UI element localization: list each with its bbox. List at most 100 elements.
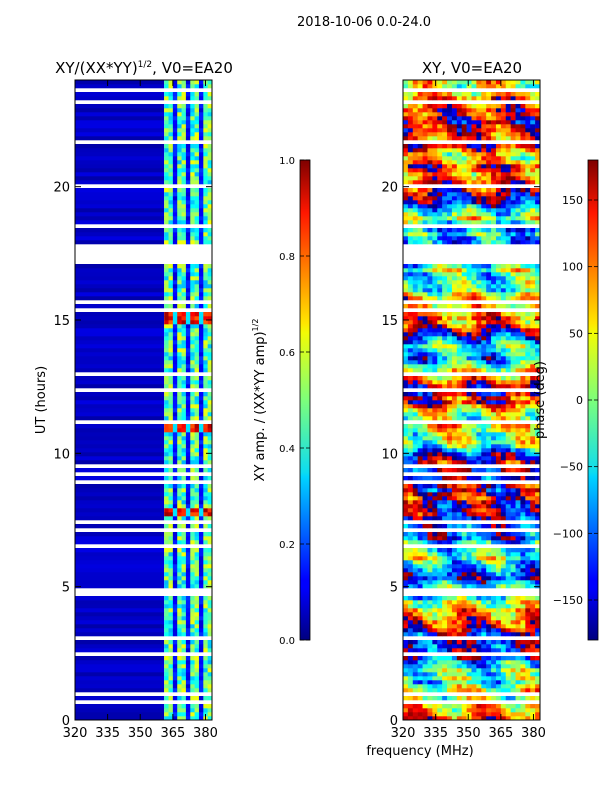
phase-cell <box>466 180 472 185</box>
phase-cell <box>476 608 482 613</box>
phase-cell <box>447 644 453 649</box>
phase-cell <box>422 356 428 361</box>
phase-cell <box>422 268 428 273</box>
amp-cell <box>203 400 208 405</box>
phase-cell <box>417 672 423 677</box>
phase-cell <box>437 552 443 557</box>
phase-cell <box>456 540 463 545</box>
phase-cell <box>437 508 443 513</box>
phase-cell <box>432 696 438 701</box>
phase-cell <box>407 164 414 169</box>
amp-cell <box>177 688 182 693</box>
phase-cell <box>495 460 502 465</box>
amp-cell <box>168 552 174 557</box>
phase-cell <box>505 320 511 325</box>
phase-cell <box>495 236 502 241</box>
phase-cell <box>417 312 423 317</box>
amp-cell <box>185 168 191 173</box>
phase-cell <box>427 488 433 493</box>
phase-cell <box>412 208 418 213</box>
phase-cell <box>495 684 502 689</box>
phase-cell <box>427 680 433 685</box>
phase-cell <box>535 264 540 269</box>
phase-cell <box>476 516 482 521</box>
amp-cell <box>198 536 204 541</box>
amp-cell <box>190 556 195 561</box>
amp-cell <box>198 552 204 557</box>
amp-cell <box>207 228 212 233</box>
amp-cell <box>177 436 182 441</box>
amp-cell <box>164 516 169 521</box>
amp-cell <box>172 660 178 665</box>
amp-cell <box>172 548 178 553</box>
phase-cell <box>407 360 414 365</box>
amp-cell <box>164 296 169 301</box>
amp-cell <box>172 428 178 433</box>
phase-cell <box>422 512 428 517</box>
amp-cell <box>190 172 195 177</box>
amp-cell <box>172 336 178 341</box>
phase-cell <box>530 220 536 225</box>
amp-cell <box>177 292 182 297</box>
phase-cell <box>456 640 463 645</box>
phase-cell <box>535 620 540 625</box>
phase-cell <box>417 664 423 669</box>
phase-cell <box>466 148 472 153</box>
phase-cell <box>417 172 423 177</box>
phase-cell <box>461 212 467 217</box>
amp-lowband-row <box>75 644 165 649</box>
phase-cell <box>407 192 414 197</box>
phase-cell <box>505 572 511 577</box>
amp-cell <box>207 80 212 85</box>
phase-cell <box>412 556 418 561</box>
phase-cell <box>466 432 472 437</box>
phase-cell <box>403 176 409 181</box>
amp-cell <box>203 620 208 625</box>
phase-cell <box>471 628 477 633</box>
amp-cell <box>164 112 169 117</box>
phase-cell <box>476 344 482 349</box>
phase-cell <box>466 612 472 617</box>
phase-cell <box>456 408 463 413</box>
phase-cell <box>500 240 507 245</box>
phase-cell <box>471 632 477 637</box>
phase-cell <box>403 680 409 685</box>
amp-cell <box>168 704 174 709</box>
phase-cell <box>461 392 467 397</box>
phase-cell <box>476 568 482 573</box>
phase-cell <box>437 404 443 409</box>
phase-cell <box>500 220 507 225</box>
phase-cell <box>486 468 492 473</box>
phase-cell <box>491 524 497 529</box>
amp-cell <box>177 304 182 309</box>
phase-cell <box>495 488 502 493</box>
amp-cell <box>164 148 169 153</box>
phase-cell <box>403 456 409 461</box>
amp-cell <box>203 412 208 417</box>
phase-cell <box>442 492 448 497</box>
amp-cell <box>181 276 187 281</box>
phase-cell <box>447 396 453 401</box>
phase-cell <box>500 512 507 517</box>
amp-cell <box>172 400 178 405</box>
phase-cell <box>407 284 414 289</box>
phase-cell <box>500 356 507 361</box>
phase-cell <box>530 556 536 561</box>
phase-cell <box>491 576 497 581</box>
amp-cell <box>181 408 187 413</box>
phase-cell <box>515 216 521 221</box>
phase-cell <box>427 264 433 269</box>
phase-cell <box>486 564 492 569</box>
phase-cell <box>403 340 409 345</box>
phase-cell <box>486 304 492 309</box>
amp-cell <box>168 524 174 529</box>
phase-cell <box>432 316 438 321</box>
phase-cell <box>417 344 423 349</box>
phase-cell <box>432 640 438 645</box>
phase-cell <box>437 168 443 173</box>
amp-cell <box>164 424 169 429</box>
phase-cell <box>417 152 423 157</box>
phase-cell <box>471 400 477 405</box>
phase-cell <box>535 168 540 173</box>
phase-cell <box>417 168 423 173</box>
